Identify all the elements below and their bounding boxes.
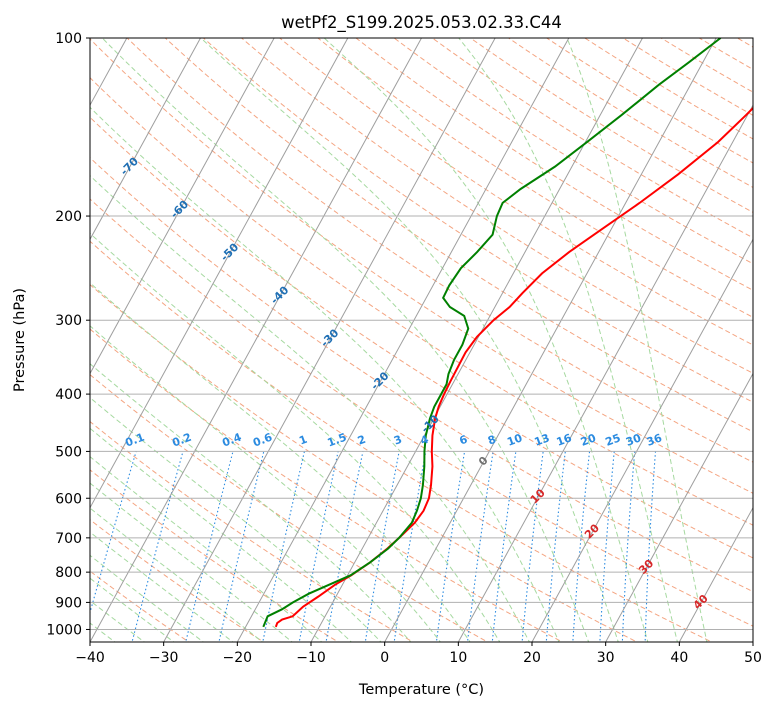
isotherm-line <box>531 238 753 642</box>
background-lines <box>90 38 753 642</box>
x-tick-label: 40 <box>670 650 688 666</box>
y-tick-label: 600 <box>55 491 82 507</box>
mixing-ratio-label: 36 <box>645 431 664 449</box>
y-tick-label: 700 <box>55 531 82 547</box>
mixing-ratio-label: 0.1 <box>124 431 147 450</box>
y-tick-label: 100 <box>55 31 82 47</box>
dry-adiabat-line <box>90 240 713 642</box>
x-axis-label: Temperature (°C) <box>358 682 484 698</box>
mixing-ratio-label: 4 <box>419 433 431 448</box>
y-tick-label: 500 <box>55 444 82 460</box>
mixing-ratio-label: 3 <box>392 433 404 448</box>
series-layer <box>262 38 753 628</box>
mixing-ratio-line <box>644 451 657 642</box>
mixing-ratio-label: 1 <box>297 433 309 448</box>
isotherm-line <box>90 38 275 375</box>
dewpoint-profile-line <box>262 38 722 628</box>
mixing-ratio-label: 1.5 <box>326 431 349 450</box>
moist-adiabat-line <box>90 106 560 642</box>
isotherm-line <box>163 38 496 642</box>
mixing-ratio-label: 30 <box>624 431 643 449</box>
mixing-ratio-line <box>131 451 184 642</box>
isotherm-line <box>90 38 422 642</box>
x-tick-label: 50 <box>744 650 762 666</box>
plot-frame <box>89 37 754 643</box>
x-tick-label: −40 <box>75 650 105 666</box>
dry-adiabat-line <box>240 38 753 374</box>
mixing-ratio-label: 0.4 <box>220 431 243 450</box>
y-tick-label: 400 <box>55 387 82 403</box>
mixing-ratio-label: 2 <box>356 433 368 448</box>
dry-adiabat-line <box>126 38 753 463</box>
mixing-ratio-line <box>185 451 234 642</box>
dry-adiabat-line <box>90 469 340 642</box>
mixing-ratio-label: 6 <box>458 433 470 448</box>
mixing-ratio-label: 10 <box>505 431 524 449</box>
x-tick-label: 10 <box>449 650 467 666</box>
y-axis: 100 200 300 400 500 600 700 800 900 1000 <box>46 31 90 638</box>
y-tick-label: 1000 <box>46 622 82 638</box>
x-tick-label: 20 <box>523 650 541 666</box>
y-tick-label: 200 <box>55 209 82 225</box>
isotherm-line <box>678 506 753 642</box>
mixing-ratio-line <box>325 451 364 642</box>
mixing-ratio-label: 25 <box>604 431 623 448</box>
x-axis: −40 −30 −20 −10 0 10 20 30 40 50 <box>75 642 762 666</box>
moist-adiabat-line <box>90 325 442 642</box>
x-tick-label: 0 <box>380 650 389 666</box>
x-tick-label: 30 <box>597 650 615 666</box>
y-tick-label: 300 <box>55 313 82 329</box>
mixing-ratio-label: 0.6 <box>251 431 274 450</box>
x-tick-label: −10 <box>296 650 326 666</box>
mixing-ratio-label: 16 <box>555 431 574 449</box>
x-tick-label: −30 <box>149 650 179 666</box>
isotherm-line <box>310 38 643 642</box>
mixing-ratio-label: 8 <box>486 433 498 448</box>
dry-adiabat-line <box>90 77 753 526</box>
mixing-ratio-line <box>621 451 636 642</box>
isotherm-line <box>457 104 753 642</box>
mixing-ratio-line <box>599 451 615 642</box>
isotherm-line <box>236 38 570 642</box>
mixing-ratio-line <box>218 451 265 642</box>
dry-adiabat-line <box>164 38 753 433</box>
isotherm-line <box>384 38 717 642</box>
y-axis-label: Pressure (hPa) <box>12 288 28 392</box>
mixing-ratio-label: 20 <box>579 431 598 449</box>
isotherm-line <box>605 372 753 642</box>
y-tick-label: 800 <box>55 565 82 581</box>
mixing-ratio-label: 13 <box>533 431 552 448</box>
chart-title: wetPf2_S199.2025.053.02.33.C44 <box>281 13 562 33</box>
dry-adiabat-line <box>90 116 753 559</box>
y-tick-label: 900 <box>55 595 82 611</box>
mixing-ratio-line <box>298 451 339 642</box>
moist-adiabat-line <box>90 427 353 642</box>
moist-adiabat-line <box>101 38 590 642</box>
isotherm-line <box>90 38 201 241</box>
dry-adiabat-line <box>202 38 753 403</box>
mixing-ratio-label: 0.2 <box>170 431 193 450</box>
temperature-profile-line <box>274 106 753 628</box>
dry-adiabat-line <box>90 157 753 593</box>
isotherm-line <box>90 38 349 509</box>
dry-adiabat-line <box>355 38 753 291</box>
x-tick-label: −20 <box>223 650 253 666</box>
dry-adiabat-line <box>90 374 489 642</box>
